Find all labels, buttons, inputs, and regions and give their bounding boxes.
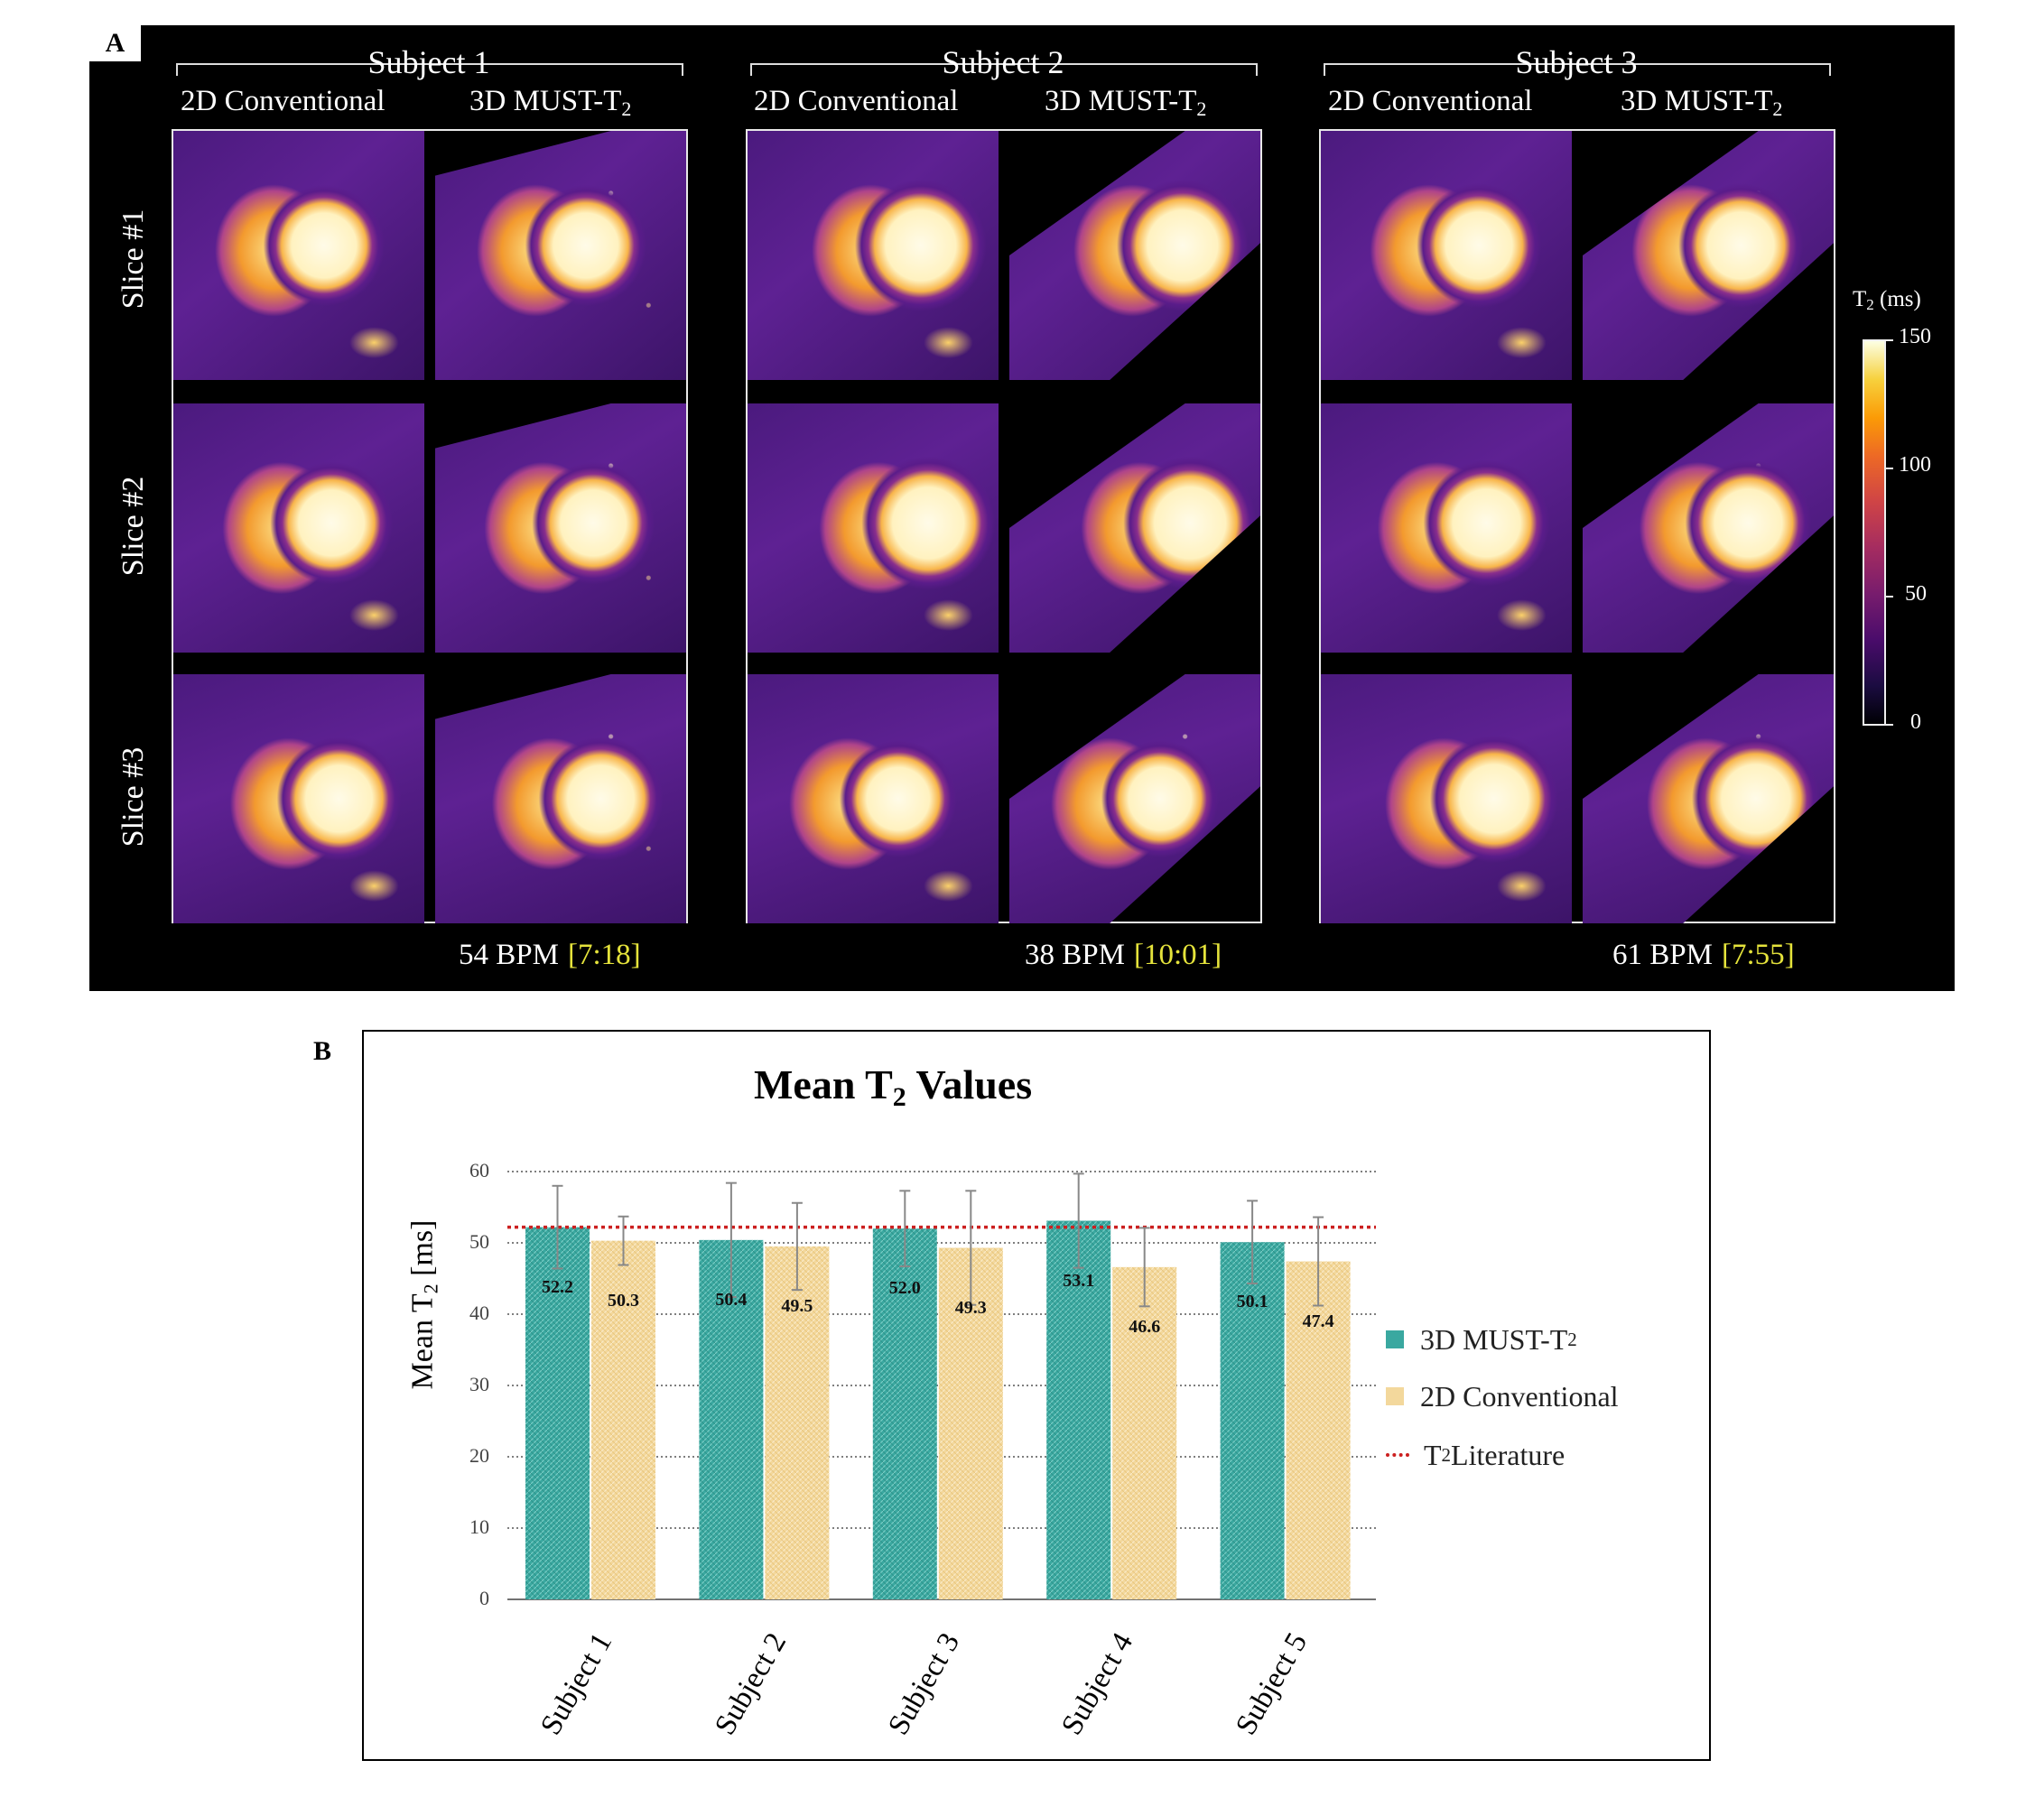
panel-a-label: A	[89, 25, 142, 62]
error-bar-2d-subject-4	[1138, 1227, 1150, 1308]
chart-title: Mean T2 Values	[754, 1061, 1033, 1112]
value-label-2d-subject-1: 50.3	[608, 1290, 639, 1311]
bar-2d-subject-4	[1112, 1266, 1177, 1599]
value-label-3d-subject-3: 52.0	[888, 1278, 921, 1299]
bar-2d-subject-2	[765, 1246, 830, 1599]
bar-3d-subject-2	[699, 1239, 764, 1599]
subject-3-bpm: 61 BPM [7:55]	[1612, 939, 1795, 971]
subject-2-col-2d-title: 2D Conventional	[754, 85, 959, 117]
legend-dotted-line	[1386, 1453, 1409, 1457]
subject-3-slice-2-2d-t2-map	[1321, 403, 1572, 653]
subject-1-slice-1-3d-t2-map	[435, 131, 686, 380]
error-bar-3d-subject-5	[1247, 1200, 1259, 1285]
error-bar-2d-subject-5	[1313, 1216, 1324, 1307]
value-label-3d-subject-1: 52.2	[542, 1276, 573, 1297]
subject-2-slice-2-2d-t2-map	[748, 403, 999, 653]
error-bar-3d-subject-3	[899, 1190, 911, 1268]
bar-2d-subject-5	[1286, 1261, 1351, 1599]
y-tick-20: 20	[469, 1444, 489, 1467]
subject-1-title: Subject 1	[367, 44, 490, 80]
y-tick-50: 50	[469, 1230, 489, 1253]
subject-2-slice-3-2d-t2-map	[748, 674, 999, 923]
subject-2-col-3d-title: 3D MUST-T2	[1045, 85, 1207, 120]
value-label-3d-subject-2: 50.4	[715, 1289, 748, 1310]
subject-2-bracket	[750, 63, 1258, 78]
bar-2d-subject-3	[938, 1247, 1003, 1599]
subject-3-slice-3-2d-t2-map	[1321, 674, 1572, 923]
subject-3-col-3d-title: 3D MUST-T2	[1621, 85, 1783, 120]
colorbar-title: T2 (ms)	[1853, 287, 1921, 313]
error-bar-2d-subject-1	[618, 1215, 629, 1266]
y-tick-30: 30	[469, 1373, 489, 1395]
mean-t2-bar-chart	[507, 1171, 1376, 1600]
bar-2d-subject-1	[591, 1240, 655, 1599]
colorbar-tick-150: 150	[1899, 325, 1931, 348]
subject-1-slice-3-2d-t2-map	[173, 674, 424, 923]
subject-1-bpm: 54 BPM [7:18]	[459, 939, 641, 971]
subject-3-bracket	[1324, 63, 1831, 78]
panel-b-label: B	[313, 1036, 332, 1066]
subject-1-slice-2-2d-t2-map	[173, 403, 424, 653]
colorbar-tick-50: 50	[1905, 582, 1927, 606]
value-label-3d-subject-4: 53.1	[1063, 1270, 1095, 1291]
error-bar-3d-subject-4	[1073, 1172, 1084, 1269]
subject-1-slice-2-3d-t2-map	[435, 403, 686, 653]
error-bar-2d-subject-2	[791, 1201, 803, 1292]
subject-1-slice-1-2d-t2-map	[173, 131, 424, 380]
subject-3-col-2d-title: 2D Conventional	[1328, 85, 1533, 117]
y-tick-40: 40	[469, 1302, 489, 1324]
y-axis-label: Mean T2 [ms]	[405, 1219, 442, 1390]
legend-2d-conventional: 2D Conventional	[1386, 1378, 1619, 1414]
value-label-2d-subject-2: 49.5	[781, 1295, 813, 1316]
subject-2-title: Subject 2	[942, 44, 1064, 80]
error-bar-3d-subject-2	[725, 1181, 737, 1299]
subject-1-slice-3-3d-t2-map	[435, 674, 686, 923]
legend-3d-must-t2: 3D MUST-T 2	[1386, 1321, 1577, 1357]
error-bar-3d-subject-1	[552, 1184, 563, 1270]
value-label-2d-subject-5: 47.4	[1302, 1311, 1334, 1331]
y-tick-0: 0	[479, 1587, 489, 1609]
y-tick-10: 10	[469, 1515, 489, 1538]
value-label-3d-subject-5: 50.1	[1236, 1292, 1268, 1312]
subject-1-col-2d-title: 2D Conventional	[181, 85, 386, 117]
t2-colorbar	[1863, 339, 1886, 726]
subject-2-slice-1-2d-t2-map	[748, 131, 999, 380]
subject-1-bracket	[176, 63, 683, 78]
subject-1-col-3d-title: 3D MUST-T2	[469, 85, 632, 120]
bar-3d-subject-5	[1220, 1242, 1285, 1599]
value-label-2d-subject-4: 46.6	[1129, 1316, 1161, 1337]
subject-3-slice-1-2d-t2-map	[1321, 131, 1572, 380]
y-tick-60: 60	[469, 1159, 489, 1181]
value-label-2d-subject-3: 49.3	[954, 1297, 987, 1318]
bar-3d-subject-4	[1046, 1220, 1111, 1599]
bar-3d-subject-3	[872, 1228, 937, 1599]
error-bar-2d-subject-3	[965, 1190, 977, 1306]
colorbar-tick-0: 0	[1910, 710, 1921, 734]
legend-swatch-tan	[1386, 1387, 1404, 1405]
subject-2-bpm: 38 BPM [10:01]	[1025, 939, 1222, 971]
subject-3-title: Subject 3	[1515, 44, 1638, 80]
bar-3d-subject-1	[525, 1227, 590, 1599]
colorbar-tick-100: 100	[1899, 453, 1931, 477]
legend-swatch-teal	[1386, 1330, 1404, 1348]
